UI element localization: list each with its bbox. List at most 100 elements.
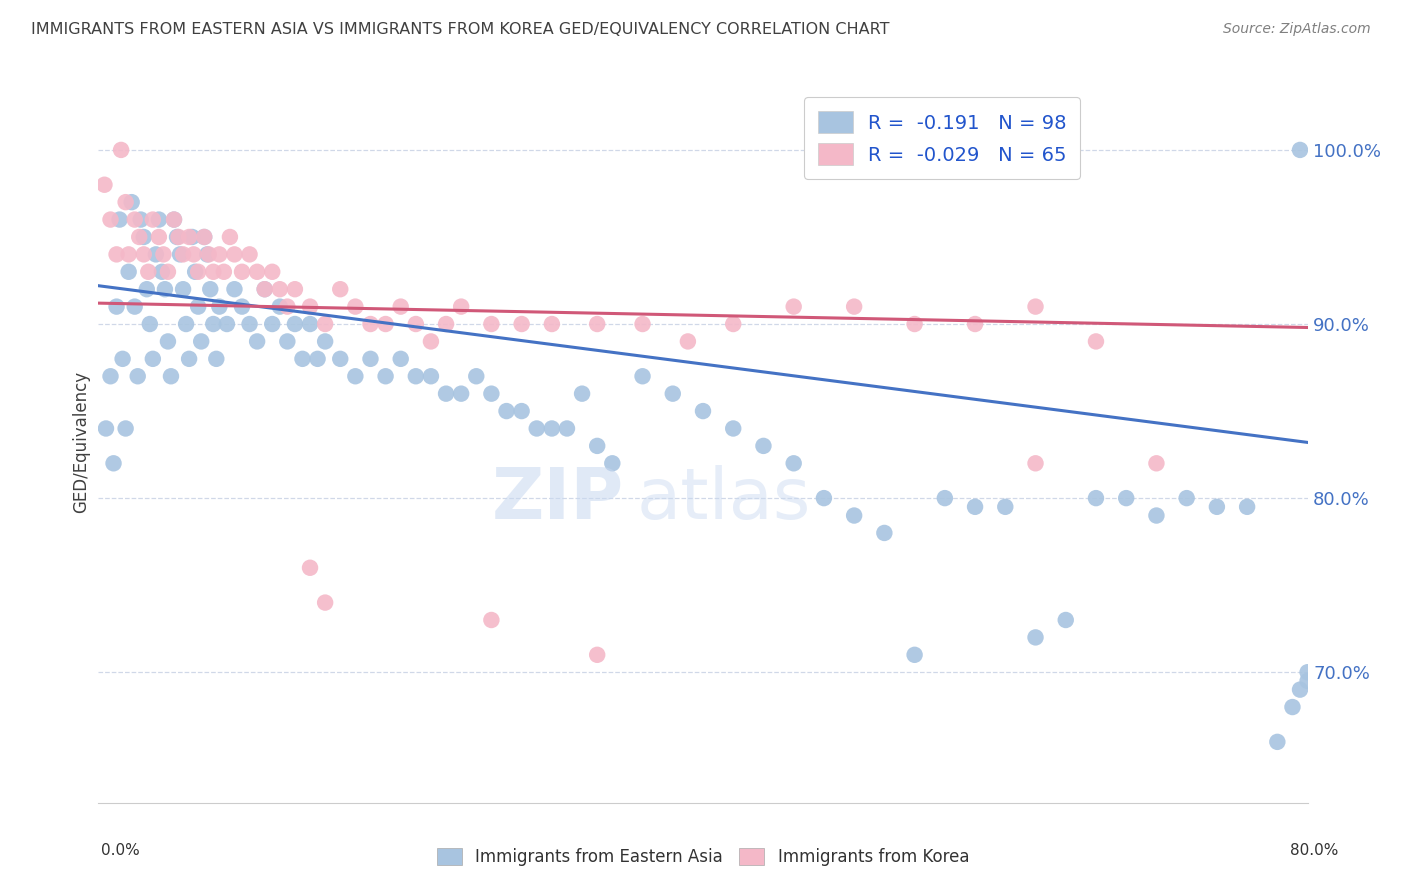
Point xyxy=(1289,682,1312,697)
Point xyxy=(224,282,246,296)
Point xyxy=(187,265,209,279)
Point xyxy=(1296,673,1319,688)
Text: ZIP: ZIP xyxy=(492,465,624,533)
Point xyxy=(100,212,122,227)
Point xyxy=(481,613,503,627)
Point xyxy=(118,265,141,279)
Point xyxy=(540,317,562,331)
Point xyxy=(813,491,835,505)
Point xyxy=(183,247,205,261)
Point xyxy=(129,212,152,227)
Point xyxy=(197,247,219,261)
Point xyxy=(1024,300,1046,314)
Point xyxy=(344,300,367,314)
Point xyxy=(299,561,322,575)
Point xyxy=(212,265,235,279)
Point xyxy=(156,265,179,279)
Point xyxy=(360,351,382,366)
Point xyxy=(631,369,654,384)
Point xyxy=(481,386,503,401)
Point xyxy=(374,317,396,331)
Point xyxy=(111,351,134,366)
Point xyxy=(262,265,284,279)
Point xyxy=(723,317,745,331)
Point xyxy=(253,282,276,296)
Point xyxy=(110,143,132,157)
Point xyxy=(420,334,443,349)
Point xyxy=(187,300,209,314)
Point xyxy=(329,282,352,296)
Point xyxy=(783,456,806,470)
Y-axis label: GED/Equivalency: GED/Equivalency xyxy=(72,370,90,513)
Point xyxy=(586,648,609,662)
Text: 0.0%: 0.0% xyxy=(101,843,141,858)
Point xyxy=(299,317,322,331)
Point xyxy=(1236,500,1258,514)
Point xyxy=(184,265,207,279)
Point xyxy=(434,386,457,401)
Point xyxy=(450,300,472,314)
Point xyxy=(200,282,222,296)
Point xyxy=(167,230,190,244)
Point xyxy=(540,421,562,435)
Point xyxy=(844,508,866,523)
Point xyxy=(132,230,155,244)
Point xyxy=(136,265,159,279)
Point xyxy=(661,386,683,401)
Point xyxy=(344,369,367,384)
Point xyxy=(934,491,956,505)
Point xyxy=(103,456,125,470)
Point xyxy=(156,334,179,349)
Point xyxy=(284,282,307,296)
Point xyxy=(1206,500,1229,514)
Point xyxy=(108,212,131,227)
Point xyxy=(163,212,186,227)
Point xyxy=(193,230,215,244)
Point xyxy=(314,334,336,349)
Point xyxy=(172,247,194,261)
Point xyxy=(692,404,714,418)
Point xyxy=(93,178,115,192)
Point xyxy=(139,317,162,331)
Point xyxy=(510,317,533,331)
Point xyxy=(481,317,503,331)
Point xyxy=(276,300,298,314)
Point xyxy=(495,404,517,418)
Point xyxy=(329,351,352,366)
Point xyxy=(239,317,262,331)
Point xyxy=(105,247,128,261)
Point xyxy=(526,421,548,435)
Point xyxy=(873,525,896,540)
Point xyxy=(205,351,228,366)
Point xyxy=(195,247,218,261)
Point xyxy=(389,300,412,314)
Point xyxy=(181,230,204,244)
Point xyxy=(752,439,775,453)
Point xyxy=(994,500,1017,514)
Point xyxy=(1085,491,1108,505)
Point xyxy=(555,421,578,435)
Point xyxy=(1115,491,1137,505)
Point xyxy=(844,300,866,314)
Point xyxy=(124,212,146,227)
Point xyxy=(723,421,745,435)
Point xyxy=(94,421,117,435)
Point xyxy=(904,317,927,331)
Point xyxy=(389,351,412,366)
Point xyxy=(1175,491,1198,505)
Text: 80.0%: 80.0% xyxy=(1291,843,1339,858)
Point xyxy=(314,596,336,610)
Point xyxy=(965,500,987,514)
Point xyxy=(152,247,174,261)
Point xyxy=(163,212,186,227)
Point xyxy=(145,247,167,261)
Point xyxy=(1144,508,1167,523)
Point xyxy=(1054,613,1077,627)
Point xyxy=(193,230,215,244)
Point xyxy=(135,282,157,296)
Point xyxy=(166,230,188,244)
Point xyxy=(269,282,291,296)
Point xyxy=(202,317,225,331)
Point xyxy=(450,386,472,401)
Point xyxy=(434,317,457,331)
